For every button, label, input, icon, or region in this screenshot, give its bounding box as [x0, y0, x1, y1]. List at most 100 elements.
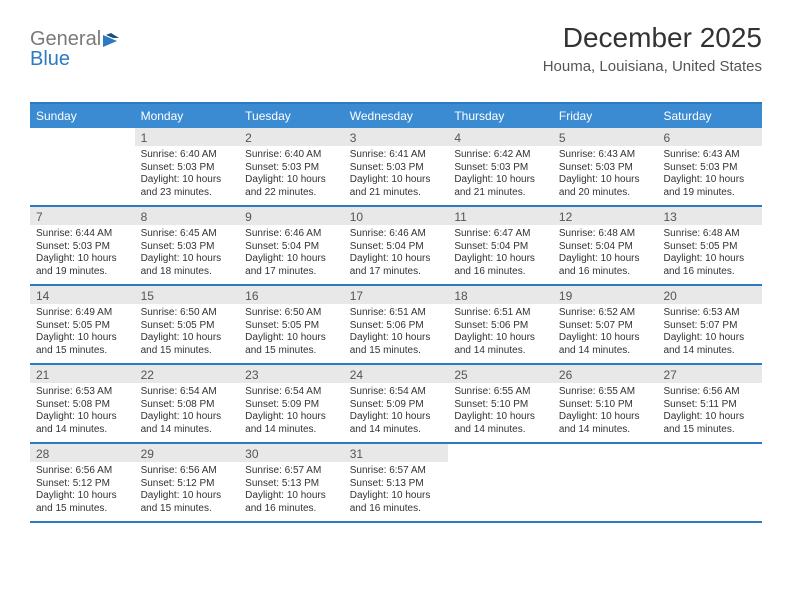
daylight-text: Daylight: 10 hours and 14 minutes.	[350, 411, 443, 436]
sunset-text: Sunset: 5:03 PM	[663, 162, 756, 175]
sunset-text: Sunset: 5:10 PM	[559, 399, 652, 412]
day-details: Sunrise: 6:56 AMSunset: 5:12 PMDaylight:…	[135, 462, 240, 521]
sunrise-text: Sunrise: 6:47 AM	[454, 228, 547, 241]
day-number: 26	[553, 365, 658, 383]
day-details: Sunrise: 6:53 AMSunset: 5:08 PMDaylight:…	[30, 383, 135, 442]
sunrise-text: Sunrise: 6:40 AM	[245, 149, 338, 162]
sunset-text: Sunset: 5:06 PM	[350, 320, 443, 333]
day-header: Saturday	[657, 104, 762, 128]
day-details: Sunrise: 6:53 AMSunset: 5:07 PMDaylight:…	[657, 304, 762, 363]
daylight-text: Daylight: 10 hours and 14 minutes.	[454, 332, 547, 357]
daylight-text: Daylight: 10 hours and 14 minutes.	[245, 411, 338, 436]
daylight-text: Daylight: 10 hours and 16 minutes.	[245, 490, 338, 515]
sunset-text: Sunset: 5:09 PM	[350, 399, 443, 412]
sunset-text: Sunset: 5:04 PM	[245, 241, 338, 254]
daylight-text: Daylight: 10 hours and 15 minutes.	[245, 332, 338, 357]
sunrise-text: Sunrise: 6:52 AM	[559, 307, 652, 320]
daylight-text: Daylight: 10 hours and 15 minutes.	[141, 332, 234, 357]
sunset-text: Sunset: 5:03 PM	[245, 162, 338, 175]
daylight-text: Daylight: 10 hours and 15 minutes.	[36, 332, 129, 357]
daylight-text: Daylight: 10 hours and 14 minutes.	[559, 332, 652, 357]
day-details: Sunrise: 6:56 AMSunset: 5:12 PMDaylight:…	[30, 462, 135, 521]
sunset-text: Sunset: 5:10 PM	[454, 399, 547, 412]
sunrise-text: Sunrise: 6:55 AM	[559, 386, 652, 399]
sunrise-text: Sunrise: 6:43 AM	[663, 149, 756, 162]
day-number	[657, 444, 762, 462]
sunrise-text: Sunrise: 6:44 AM	[36, 228, 129, 241]
sunset-text: Sunset: 5:08 PM	[141, 399, 234, 412]
day-number: 8	[135, 207, 240, 225]
logo-text-blue: Blue	[30, 48, 70, 71]
sunrise-text: Sunrise: 6:54 AM	[350, 386, 443, 399]
day-number: 7	[30, 207, 135, 225]
daylight-text: Daylight: 10 hours and 21 minutes.	[454, 174, 547, 199]
sunset-text: Sunset: 5:03 PM	[36, 241, 129, 254]
day-header: Wednesday	[344, 104, 449, 128]
day-number: 14	[30, 286, 135, 304]
daylight-text: Daylight: 10 hours and 15 minutes.	[141, 490, 234, 515]
day-details: Sunrise: 6:55 AMSunset: 5:10 PMDaylight:…	[553, 383, 658, 442]
day-number: 9	[239, 207, 344, 225]
daynum-row: 123456	[30, 128, 762, 146]
day-number: 4	[448, 128, 553, 146]
day-details: Sunrise: 6:40 AMSunset: 5:03 PMDaylight:…	[135, 146, 240, 205]
daylight-text: Daylight: 10 hours and 14 minutes.	[559, 411, 652, 436]
day-details: Sunrise: 6:50 AMSunset: 5:05 PMDaylight:…	[135, 304, 240, 363]
sunset-text: Sunset: 5:03 PM	[559, 162, 652, 175]
sunrise-text: Sunrise: 6:55 AM	[454, 386, 547, 399]
day-number: 1	[135, 128, 240, 146]
day-details	[448, 462, 553, 521]
sunset-text: Sunset: 5:05 PM	[141, 320, 234, 333]
daylight-text: Daylight: 10 hours and 16 minutes.	[559, 253, 652, 278]
sunset-text: Sunset: 5:13 PM	[350, 478, 443, 491]
sunrise-text: Sunrise: 6:48 AM	[559, 228, 652, 241]
daynum-row: 78910111213	[30, 207, 762, 225]
sunset-text: Sunset: 5:04 PM	[559, 241, 652, 254]
daynum-row: 14151617181920	[30, 286, 762, 304]
sunrise-text: Sunrise: 6:57 AM	[350, 465, 443, 478]
daylight-text: Daylight: 10 hours and 18 minutes.	[141, 253, 234, 278]
sunrise-text: Sunrise: 6:49 AM	[36, 307, 129, 320]
week-row: 78910111213Sunrise: 6:44 AMSunset: 5:03 …	[30, 207, 762, 286]
sunrise-text: Sunrise: 6:54 AM	[245, 386, 338, 399]
sunrise-text: Sunrise: 6:41 AM	[350, 149, 443, 162]
day-number: 20	[657, 286, 762, 304]
day-details: Sunrise: 6:57 AMSunset: 5:13 PMDaylight:…	[344, 462, 449, 521]
sunrise-text: Sunrise: 6:54 AM	[141, 386, 234, 399]
sunset-text: Sunset: 5:12 PM	[36, 478, 129, 491]
daylight-text: Daylight: 10 hours and 19 minutes.	[663, 174, 756, 199]
day-number: 17	[344, 286, 449, 304]
sunset-text: Sunset: 5:13 PM	[245, 478, 338, 491]
day-number: 28	[30, 444, 135, 462]
daylight-text: Daylight: 10 hours and 14 minutes.	[663, 332, 756, 357]
daylight-text: Daylight: 10 hours and 15 minutes.	[663, 411, 756, 436]
day-header: Monday	[135, 104, 240, 128]
day-details: Sunrise: 6:57 AMSunset: 5:13 PMDaylight:…	[239, 462, 344, 521]
sunrise-text: Sunrise: 6:53 AM	[663, 307, 756, 320]
day-details	[30, 146, 135, 205]
sunset-text: Sunset: 5:05 PM	[36, 320, 129, 333]
sunrise-text: Sunrise: 6:50 AM	[141, 307, 234, 320]
day-number	[553, 444, 658, 462]
day-details: Sunrise: 6:52 AMSunset: 5:07 PMDaylight:…	[553, 304, 658, 363]
day-details	[553, 462, 658, 521]
daylight-text: Daylight: 10 hours and 21 minutes.	[350, 174, 443, 199]
sunset-text: Sunset: 5:07 PM	[559, 320, 652, 333]
day-details: Sunrise: 6:41 AMSunset: 5:03 PMDaylight:…	[344, 146, 449, 205]
daylight-text: Daylight: 10 hours and 14 minutes.	[454, 411, 547, 436]
sunset-text: Sunset: 5:05 PM	[245, 320, 338, 333]
daylight-text: Daylight: 10 hours and 14 minutes.	[36, 411, 129, 436]
day-header: Thursday	[448, 104, 553, 128]
sunset-text: Sunset: 5:03 PM	[454, 162, 547, 175]
day-number: 11	[448, 207, 553, 225]
daylight-text: Daylight: 10 hours and 22 minutes.	[245, 174, 338, 199]
daylight-text: Daylight: 10 hours and 17 minutes.	[350, 253, 443, 278]
daylight-text: Daylight: 10 hours and 14 minutes.	[141, 411, 234, 436]
daylight-text: Daylight: 10 hours and 16 minutes.	[663, 253, 756, 278]
day-number: 3	[344, 128, 449, 146]
sunset-text: Sunset: 5:11 PM	[663, 399, 756, 412]
day-header: Tuesday	[239, 104, 344, 128]
sunrise-text: Sunrise: 6:57 AM	[245, 465, 338, 478]
details-row: Sunrise: 6:44 AMSunset: 5:03 PM Daylight:…	[30, 225, 762, 284]
day-number: 5	[553, 128, 658, 146]
